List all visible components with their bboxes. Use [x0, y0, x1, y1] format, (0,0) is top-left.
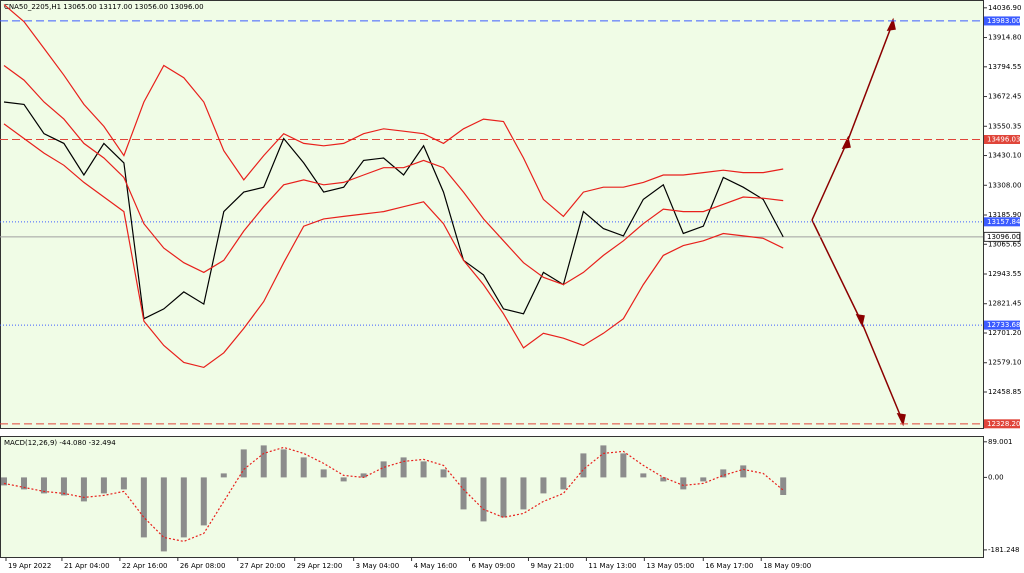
level-label: 12328.20	[987, 420, 1020, 428]
macd-bar	[140, 477, 147, 538]
macd-bar	[160, 477, 167, 552]
macd-bar	[80, 477, 87, 502]
macd-bar	[420, 461, 427, 478]
level-label: 13496.03	[987, 135, 1020, 143]
series-line	[3, 4, 784, 218]
x-tick-label: 9 May 21:00	[530, 562, 574, 570]
macd-bar	[740, 465, 747, 478]
macd-bar	[240, 449, 247, 478]
x-tick-label: 26 Apr 08:00	[180, 562, 226, 570]
x-tick-label: 3 May 04:00	[356, 562, 400, 570]
macd-bar	[560, 477, 567, 490]
macd-bar	[320, 469, 327, 478]
x-tick-label: 4 May 16:00	[414, 562, 458, 570]
macd-bar	[300, 457, 307, 478]
macd-bar	[180, 477, 187, 538]
macd-bar	[700, 477, 707, 482]
macd-bar	[600, 445, 607, 478]
macd-bar	[520, 477, 527, 510]
y-tick-label: 12701.20	[988, 329, 1021, 337]
price-panel	[0, 0, 984, 429]
macd-title: MACD(12,26,9) -44.080 -32.494	[4, 439, 116, 447]
macd-bar	[620, 453, 627, 478]
y-tick-label: 12458.85	[988, 388, 1021, 396]
x-tick-label: 21 Apr 04:00	[64, 562, 110, 570]
level-box	[984, 134, 1020, 144]
macd-bar	[280, 449, 287, 478]
y-tick-label: 12579.10	[988, 359, 1021, 367]
y-tick-label: 13308.00	[988, 181, 1021, 189]
macd-bar	[200, 477, 207, 526]
series-line	[3, 101, 784, 320]
x-tick-label: 16 May 17:00	[705, 562, 753, 570]
projection-arrows	[811, 17, 906, 427]
macd-bar	[400, 457, 407, 478]
macd-bar	[580, 453, 587, 478]
macd-bar	[660, 477, 667, 482]
macd-bar	[40, 477, 47, 494]
macd-bar	[460, 477, 467, 510]
level-label: 13096.00	[987, 233, 1020, 241]
x-tick-label: 22 Apr 16:00	[122, 562, 168, 570]
macd-bar	[360, 473, 367, 478]
macd-bar	[20, 477, 27, 490]
x-tick-label: 6 May 09:00	[472, 562, 516, 570]
y-tick-label: 89.001	[988, 438, 1013, 446]
y-tick-label: 13185.90	[988, 211, 1021, 219]
series-line	[3, 446, 784, 543]
y-tick-label: 13065.65	[988, 240, 1021, 248]
macd-bar	[640, 473, 647, 478]
x-tick-label: 29 Apr 12:00	[297, 562, 343, 570]
y-tick-label: 13550.35	[988, 122, 1021, 130]
level-box	[984, 320, 1020, 330]
macd-bar	[440, 469, 447, 478]
level-label: 13983.00	[987, 17, 1020, 25]
macd-panel	[0, 436, 984, 558]
level-label: 12733.68	[987, 321, 1020, 329]
x-tick-label: 11 May 13:00	[588, 562, 636, 570]
level-box	[984, 16, 1020, 26]
level-label: 13157.84	[987, 218, 1021, 226]
y-tick-label: 0.00	[988, 473, 1004, 481]
macd-bar	[380, 461, 387, 478]
macd-bar	[100, 477, 107, 494]
y-tick-label: -181.248	[988, 546, 1019, 554]
y-tick-label: 14036.90	[988, 4, 1021, 12]
series-line	[3, 65, 784, 286]
macd-bar	[540, 477, 547, 494]
macd-bar	[780, 477, 787, 495]
macd-bar	[500, 477, 507, 518]
chart-title: CNA50_2205,H1 13065.00 13117.00 13056.00…	[4, 3, 204, 11]
macd-bar	[120, 477, 127, 490]
y-tick-label: 13914.80	[988, 34, 1021, 42]
y-tick-label: 13430.10	[988, 152, 1021, 160]
macd-bar	[720, 469, 727, 478]
y-tick-label: 13794.55	[988, 63, 1021, 71]
macd-bar	[0, 477, 7, 486]
macd-bar	[480, 477, 487, 522]
y-tick-label: 13672.45	[988, 93, 1021, 101]
macd-bar	[260, 445, 267, 478]
macd-bar	[60, 477, 67, 496]
level-box	[984, 217, 1020, 227]
macd-bar	[340, 477, 347, 482]
level-box	[984, 419, 1020, 429]
level-box	[983, 231, 1021, 242]
x-tick-label: 19 Apr 2022	[8, 562, 51, 570]
x-tick-label: 27 Apr 20:00	[240, 562, 286, 570]
y-tick-label: 12943.55	[988, 270, 1021, 278]
y-tick-label: 12821.45	[988, 300, 1021, 308]
macd-bar	[220, 473, 227, 478]
x-tick-label: 13 May 05:00	[646, 562, 694, 570]
x-tick-label: 18 May 09:00	[763, 562, 811, 570]
series-line	[3, 123, 784, 369]
macd-bar	[680, 477, 687, 490]
